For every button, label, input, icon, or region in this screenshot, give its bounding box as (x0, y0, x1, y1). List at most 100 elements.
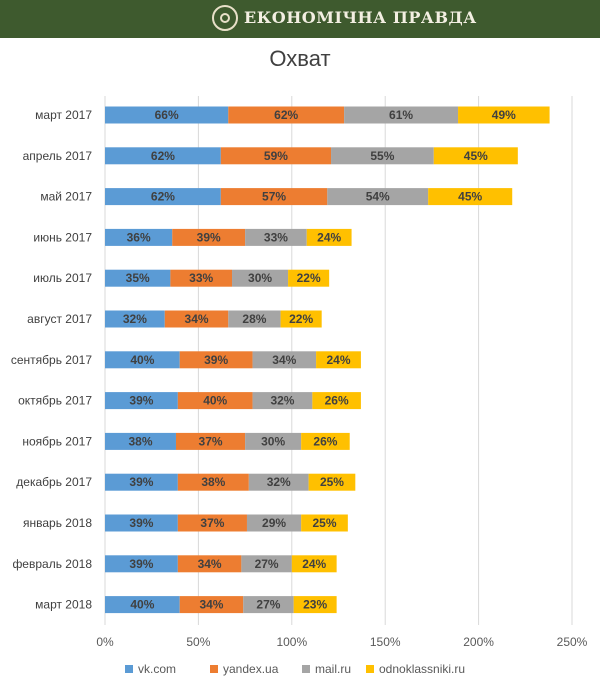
bar-segment-mail-ru (331, 147, 434, 165)
data-label: 29% (262, 516, 286, 530)
bar-segment-vk-com (105, 188, 221, 206)
data-label: 45% (458, 190, 482, 204)
data-label: 40% (203, 394, 227, 408)
data-label: 62% (151, 190, 175, 204)
bar-segment-yandex-ua (179, 351, 253, 369)
bar-segment-odnoklassniki-ru (433, 147, 518, 165)
bar-segment-odnoklassniki-ru (312, 392, 361, 410)
data-label: 24% (302, 557, 326, 571)
y-category-label: август 2017 (27, 312, 92, 326)
data-label: 49% (492, 108, 516, 122)
bar-segment-vk-com (105, 432, 176, 450)
bar-segment-mail-ru (232, 269, 289, 287)
bar-segment-odnoklassniki-ru (288, 269, 330, 287)
data-label: 37% (199, 434, 223, 448)
legend-swatch (125, 665, 133, 673)
bar-segment-yandex-ua (179, 596, 244, 614)
data-label: 54% (366, 190, 390, 204)
bar-segment-vk-com (105, 351, 180, 369)
data-label: 34% (272, 353, 296, 367)
bar-segment-odnoklassniki-ru (316, 351, 361, 369)
data-label: 62% (274, 108, 298, 122)
data-label: 24% (317, 230, 341, 244)
bar-segment-yandex-ua (172, 228, 246, 246)
bar-segment-odnoklassniki-ru (301, 432, 350, 450)
data-label: 61% (389, 108, 413, 122)
data-label: 35% (126, 271, 150, 285)
y-category-label: ноябрь 2017 (22, 434, 92, 448)
data-label: 33% (264, 230, 288, 244)
x-tick-label: 100% (276, 635, 307, 649)
data-label: 45% (464, 149, 488, 163)
bar-segment-vk-com (105, 147, 221, 165)
data-label: 25% (312, 516, 336, 530)
data-label: 32% (270, 394, 294, 408)
y-category-label: март 2018 (35, 598, 92, 612)
data-label: 28% (242, 312, 266, 326)
data-label: 26% (313, 434, 337, 448)
data-label: 37% (200, 516, 224, 530)
data-label: 39% (204, 353, 228, 367)
bar-segment-mail-ru (245, 432, 302, 450)
data-label: 38% (128, 434, 152, 448)
data-label: 27% (255, 557, 279, 571)
data-label: 66% (155, 108, 179, 122)
data-label: 38% (201, 475, 225, 489)
bar-segment-odnoklassniki-ru (458, 106, 550, 124)
data-label: 34% (199, 598, 223, 612)
bar-segment-odnoklassniki-ru (306, 228, 352, 246)
bar-segment-odnoklassniki-ru (428, 188, 513, 206)
data-label: 33% (189, 271, 213, 285)
data-label: 55% (370, 149, 394, 163)
bar-segment-mail-ru (243, 596, 294, 614)
data-label: 57% (262, 190, 286, 204)
bar-segment-mail-ru (246, 514, 302, 532)
legend-swatch (210, 665, 218, 673)
data-label: 27% (256, 598, 280, 612)
data-label: 25% (320, 475, 344, 489)
bar-segment-yandex-ua (175, 432, 246, 450)
bar-segment-vk-com (105, 392, 178, 410)
bar-segment-yandex-ua (177, 392, 253, 410)
bar-segment-yandex-ua (220, 188, 328, 206)
data-label: 62% (151, 149, 175, 163)
bar-segment-mail-ru (252, 351, 317, 369)
data-label: 32% (267, 475, 291, 489)
legend-entry: mail.ru (315, 662, 351, 676)
bar-segment-vk-com (105, 228, 173, 246)
bar-segment-vk-com (105, 596, 180, 614)
bar-segment-yandex-ua (228, 106, 345, 124)
data-label: 34% (185, 312, 209, 326)
bar-segment-yandex-ua (177, 473, 249, 491)
x-tick-label: 0% (96, 635, 114, 649)
bar-segment-odnoklassniki-ru (301, 514, 348, 532)
y-category-label: январь 2018 (23, 516, 92, 530)
bar-segment-odnoklassniki-ru (308, 473, 356, 491)
bar-segment-vk-com (105, 555, 178, 573)
y-category-label: июнь 2017 (33, 230, 92, 244)
y-category-label: декабрь 2017 (16, 475, 92, 489)
bar-segment-odnoklassniki-ru (280, 310, 322, 328)
data-label: 26% (325, 394, 349, 408)
y-category-label: май 2017 (40, 190, 92, 204)
bar-segment-odnoklassniki-ru (293, 596, 337, 614)
bar-segment-vk-com (105, 514, 178, 532)
x-tick-label: 50% (186, 635, 210, 649)
data-label: 22% (289, 312, 313, 326)
data-label: 39% (129, 557, 153, 571)
data-label: 39% (129, 394, 153, 408)
legend-entry: odnoklassniki.ru (379, 662, 465, 676)
legend-swatch (302, 665, 310, 673)
data-label: 30% (248, 271, 272, 285)
bar-segment-yandex-ua (170, 269, 233, 287)
data-label: 23% (303, 598, 327, 612)
y-category-label: апрель 2017 (23, 149, 93, 163)
site-header: ЕКОНОМІЧНА ПРАВДА (0, 0, 600, 38)
data-label: 36% (127, 230, 151, 244)
data-label: 59% (264, 149, 288, 163)
bar-segment-vk-com (105, 473, 178, 491)
bar-segment-mail-ru (228, 310, 281, 328)
bar-segment-yandex-ua (177, 514, 247, 532)
data-label: 34% (198, 557, 222, 571)
